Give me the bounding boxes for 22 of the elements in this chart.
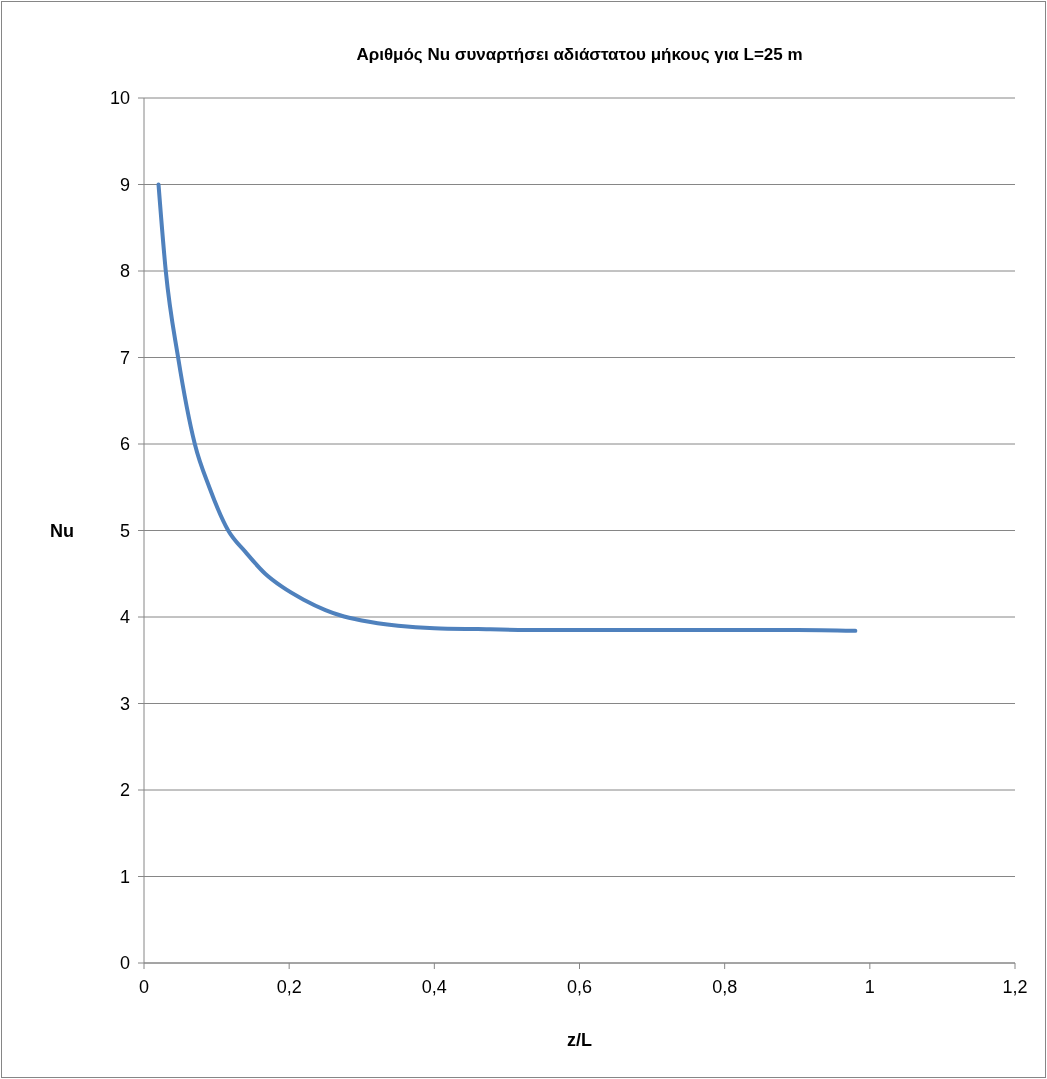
chart-title: Αριθμός Nu συναρτήσει αδιάστατου μήκους για L=25 m [356, 45, 803, 64]
y-tick-label: 6 [119, 434, 130, 455]
y-tick-label: 10 [109, 88, 130, 109]
y-tick-label: 9 [119, 174, 130, 195]
x-tick-label: 0,8 [712, 977, 738, 997]
x-axis-title: z/L [567, 1030, 592, 1050]
line-series [156, 182, 858, 633]
y-axis-title: Nu [50, 520, 74, 541]
y-tick-label: 3 [119, 693, 130, 714]
y-tick-label: 8 [119, 261, 130, 282]
x-tick-label: 0,6 [566, 977, 593, 997]
x-tick-label: 0,2 [276, 977, 302, 997]
y-tick-label: 7 [119, 347, 130, 368]
x-tick-label: 0,4 [421, 977, 447, 997]
y-tick-label: 0 [119, 953, 130, 974]
y-tick-label: 1 [119, 866, 130, 887]
x-tick-label: 1 [864, 977, 875, 997]
y-tick-label: 5 [119, 520, 130, 541]
y-tick-label: 2 [119, 780, 130, 801]
y-tick-label: 4 [119, 607, 130, 628]
x-tick-label: 1,2 [1002, 977, 1028, 997]
x-tick-label: 0 [138, 977, 150, 997]
